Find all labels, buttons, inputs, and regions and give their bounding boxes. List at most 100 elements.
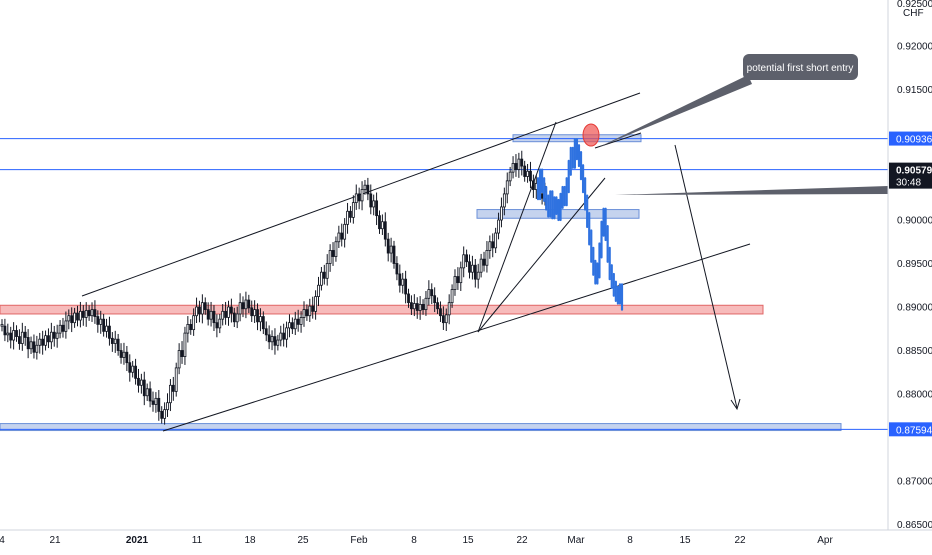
candle [349, 206, 352, 223]
candle [517, 152, 521, 178]
candle [186, 316, 190, 343]
candle [125, 345, 129, 372]
x-tick-label: 11 [192, 535, 203, 546]
price-badge-2: 0.87594 [889, 422, 932, 437]
currency-label: CHF [903, 8, 924, 19]
candle [35, 335, 39, 360]
bottom-zone [0, 423, 842, 432]
candle [70, 307, 74, 333]
candle [198, 300, 201, 323]
candle [238, 293, 242, 322]
candle [96, 310, 100, 333]
candle [380, 214, 384, 235]
candle [15, 325, 18, 342]
candle [183, 326, 187, 365]
candle [351, 195, 355, 224]
x-tick-label: 22 [734, 535, 746, 546]
projection-arrow [674, 144, 738, 409]
candle [334, 236, 338, 262]
candle [212, 305, 216, 332]
lower-channel-line [162, 243, 751, 432]
candle [450, 284, 454, 308]
candle [456, 267, 460, 290]
candle [3, 318, 7, 342]
x-tick-label: 8 [627, 535, 633, 546]
candle [337, 225, 341, 249]
candle [418, 296, 422, 320]
candle [259, 308, 262, 332]
candle [229, 298, 233, 323]
candle [296, 309, 300, 332]
candle [76, 305, 79, 327]
price-badge-countdown: 30:48 [896, 178, 921, 189]
candle [163, 402, 167, 425]
candle [23, 325, 27, 346]
candle [340, 223, 344, 247]
candle [26, 329, 30, 359]
candle [308, 298, 312, 322]
candle [61, 317, 65, 338]
x-tick-label: Feb [350, 535, 368, 546]
candle [32, 334, 36, 359]
candle [84, 302, 88, 327]
candle [500, 197, 503, 228]
candle [154, 392, 158, 413]
candle [108, 316, 111, 346]
candle [273, 328, 277, 355]
y-tick-label: 0.90000 [897, 216, 932, 227]
candle [357, 187, 361, 210]
callout-pointer [597, 75, 752, 148]
candle [485, 241, 489, 273]
candle [479, 253, 483, 278]
candle [421, 299, 425, 315]
candle [395, 256, 399, 281]
candle [290, 317, 294, 334]
candle [514, 154, 518, 177]
candle [113, 330, 117, 353]
candle [505, 172, 509, 204]
candle [250, 300, 254, 322]
rising-wedge-upper [477, 121, 557, 333]
x-tick-label: 8 [411, 535, 417, 546]
candle [52, 325, 56, 347]
callout-box [743, 54, 858, 80]
candle [343, 218, 347, 248]
candle [224, 301, 227, 325]
candle [128, 354, 132, 382]
x-tick-label: 18 [244, 535, 256, 546]
candle [526, 163, 529, 183]
candle [171, 376, 175, 401]
candle [18, 329, 21, 350]
candle [430, 283, 434, 305]
candle [285, 321, 288, 348]
candle [105, 318, 108, 338]
candle [360, 181, 364, 211]
y-tick-label: 0.91500 [897, 85, 932, 96]
price-badge-label: 0.90579 [896, 166, 932, 177]
candle [79, 301, 82, 328]
y-tick-label: 0.87000 [897, 477, 932, 488]
candle [410, 295, 413, 316]
candle [293, 311, 297, 336]
candle [473, 258, 477, 288]
candle [90, 302, 94, 322]
x-tick-label: Mar [567, 535, 585, 546]
x-tick-label: 21 [49, 535, 61, 546]
candle [200, 294, 204, 324]
candle [398, 264, 402, 293]
candle [462, 246, 466, 278]
candle [131, 360, 135, 378]
candle [276, 334, 280, 351]
candle [203, 297, 207, 315]
candle [206, 302, 210, 326]
candle [9, 326, 13, 349]
candle [424, 290, 428, 316]
candle [520, 150, 524, 176]
candle [389, 237, 393, 263]
candle [264, 321, 268, 342]
candle [38, 332, 42, 354]
candle [247, 294, 251, 314]
candle [64, 311, 68, 339]
